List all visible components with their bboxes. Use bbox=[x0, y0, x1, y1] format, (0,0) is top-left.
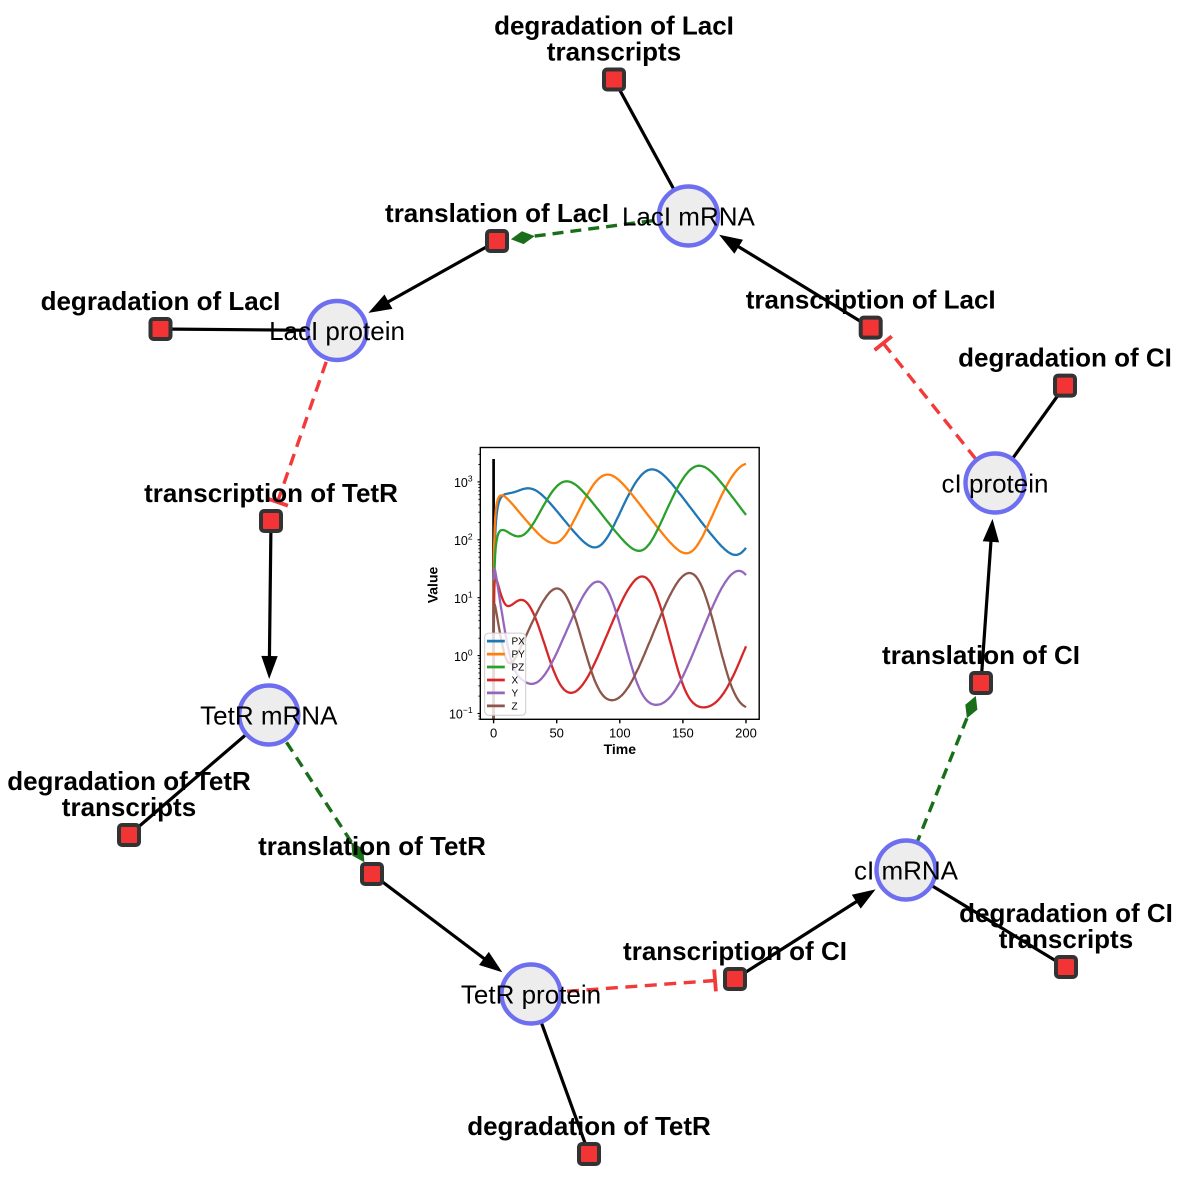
svg-text:Value: Value bbox=[425, 567, 441, 604]
svg-text:degradation of CI: degradation of CI bbox=[958, 343, 1172, 373]
svg-text:PZ: PZ bbox=[512, 663, 525, 674]
svg-text:PX: PX bbox=[512, 637, 526, 648]
svg-text:LacI mRNA: LacI mRNA bbox=[622, 202, 756, 232]
svg-text:200: 200 bbox=[735, 725, 757, 740]
svg-text:TetR mRNA: TetR mRNA bbox=[200, 701, 338, 731]
svg-text:degradation of TetR: degradation of TetR bbox=[467, 1111, 711, 1141]
svg-text:translation of LacI: translation of LacI bbox=[385, 198, 609, 228]
svg-text:transcripts: transcripts bbox=[62, 792, 196, 822]
svg-text:degradation of LacI: degradation of LacI bbox=[494, 11, 734, 41]
svg-text:cI mRNA: cI mRNA bbox=[854, 856, 959, 886]
svg-text:PY: PY bbox=[512, 650, 526, 661]
svg-text:0: 0 bbox=[490, 725, 497, 740]
svg-text:LacI protein: LacI protein bbox=[269, 316, 405, 346]
svg-text:150: 150 bbox=[672, 725, 694, 740]
svg-text:TetR protein: TetR protein bbox=[461, 980, 601, 1010]
svg-text:cI protein: cI protein bbox=[942, 469, 1049, 499]
svg-text:translation of TetR: translation of TetR bbox=[258, 831, 486, 861]
svg-text:100: 100 bbox=[609, 725, 631, 740]
svg-text:transcription of TetR: transcription of TetR bbox=[144, 478, 398, 508]
svg-text:Y: Y bbox=[512, 689, 519, 700]
svg-text:translation of CI: translation of CI bbox=[882, 640, 1080, 670]
svg-text:transcripts: transcripts bbox=[999, 924, 1133, 954]
svg-text:transcription of LacI: transcription of LacI bbox=[746, 285, 996, 315]
svg-text:degradation of CI: degradation of CI bbox=[959, 898, 1173, 928]
svg-text:X: X bbox=[512, 676, 519, 687]
svg-text:Z: Z bbox=[512, 702, 518, 713]
svg-text:degradation of LacI: degradation of LacI bbox=[41, 286, 281, 316]
svg-text:transcription of CI: transcription of CI bbox=[623, 936, 847, 966]
svg-text:50: 50 bbox=[549, 725, 563, 740]
svg-text:transcripts: transcripts bbox=[547, 37, 681, 67]
svg-text:degradation of TetR: degradation of TetR bbox=[7, 766, 251, 796]
svg-text:Time: Time bbox=[604, 741, 637, 757]
